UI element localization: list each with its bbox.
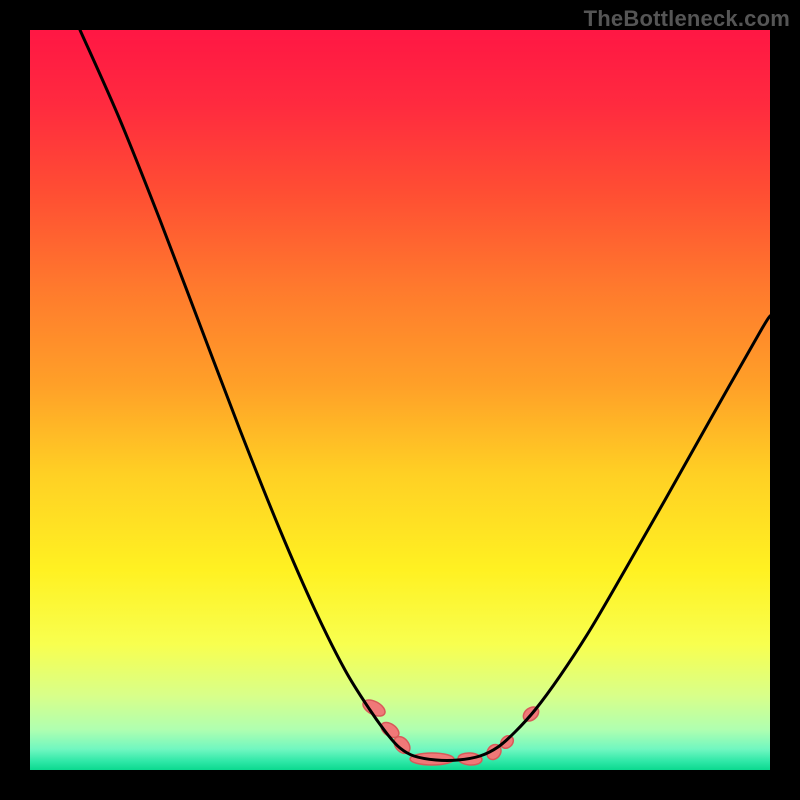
plot-gradient-background — [30, 30, 770, 770]
bottleneck-curve-chart — [0, 0, 800, 800]
chart-container: TheBottleneck.com — [0, 0, 800, 800]
watermark-label: TheBottleneck.com — [584, 6, 790, 32]
